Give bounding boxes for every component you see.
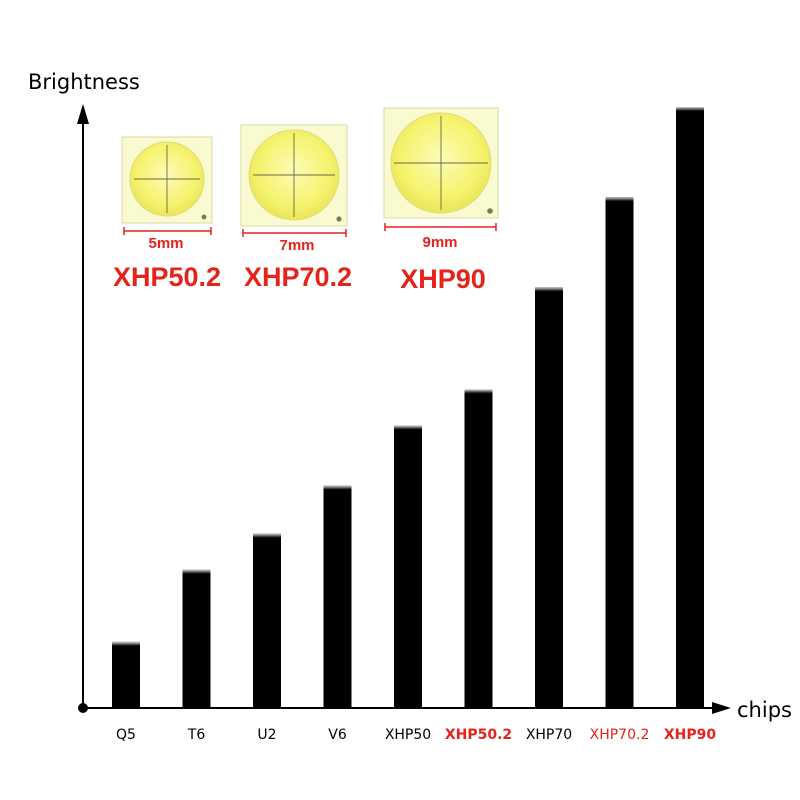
- bar-cap-xhp50: [394, 425, 422, 430]
- bar-cap-xhp70: [535, 287, 563, 292]
- dimension-line-7mm: [242, 229, 347, 237]
- chip-illustration-xhp90: [383, 107, 499, 219]
- x-tick-label-xhp70: XHP70: [526, 727, 572, 743]
- x-tick-labels: Q5 T6 U2 V6 XHP50 XHP50.2 XHP70 XHP70.2 XHP90: [116, 727, 716, 743]
- chip-illustration-xhp70-2: [240, 124, 348, 227]
- bar-q5: [112, 641, 140, 708]
- axis-origin-dot: [78, 703, 88, 713]
- chip-size-7mm: 7mm: [279, 237, 314, 254]
- chip-name-xhp70-2: XHP70.2: [244, 262, 352, 292]
- dimension-line-9mm: [384, 223, 497, 231]
- x-tick-label-xhp70-2: XHP70.2: [590, 727, 650, 743]
- bar-xhp50-2: [464, 389, 493, 708]
- bar-cap-v6: [323, 485, 352, 490]
- x-tick-label-xhp90: XHP90: [664, 727, 717, 743]
- bar-xhp90: [676, 107, 704, 708]
- bar-t6: [182, 569, 211, 708]
- dimension-line-5mm: [123, 227, 212, 235]
- bar-cap-xhp50-2: [464, 389, 493, 394]
- bar-cap-t6: [182, 569, 211, 574]
- bar-xhp70: [535, 287, 563, 708]
- x-tick-label-t6: T6: [187, 727, 206, 743]
- bar-cap-xhp70-2: [605, 197, 634, 202]
- x-tick-label-u2: U2: [257, 727, 276, 743]
- y-axis-label: Brightness: [28, 70, 140, 94]
- x-tick-label-v6: V6: [328, 727, 347, 743]
- chip-illustration-xhp50-2: [121, 136, 213, 224]
- chip-name-xhp50-2: XHP50.2: [113, 262, 221, 292]
- x-tick-label-xhp50-2: XHP50.2: [445, 727, 512, 743]
- bar-u2: [253, 533, 281, 708]
- bar-cap-u2: [253, 533, 281, 538]
- y-axis-arrow: [77, 104, 89, 124]
- bar-xhp70-2: [605, 197, 634, 708]
- chip-size-9mm: 9mm: [422, 234, 457, 251]
- bar-v6: [323, 485, 352, 708]
- chip-size-5mm: 5mm: [148, 235, 183, 252]
- chip-name-xhp90: XHP90: [400, 264, 486, 294]
- x-axis-arrow: [712, 702, 731, 714]
- bar-xhp50: [394, 425, 422, 708]
- bars-group: [112, 107, 704, 708]
- x-axis-label: chips: [737, 698, 792, 722]
- bar-cap-xhp90: [676, 107, 704, 111]
- bar-cap-q5: [112, 641, 140, 646]
- x-tick-label-xhp50: XHP50: [385, 727, 431, 743]
- x-tick-label-q5: Q5: [116, 727, 136, 743]
